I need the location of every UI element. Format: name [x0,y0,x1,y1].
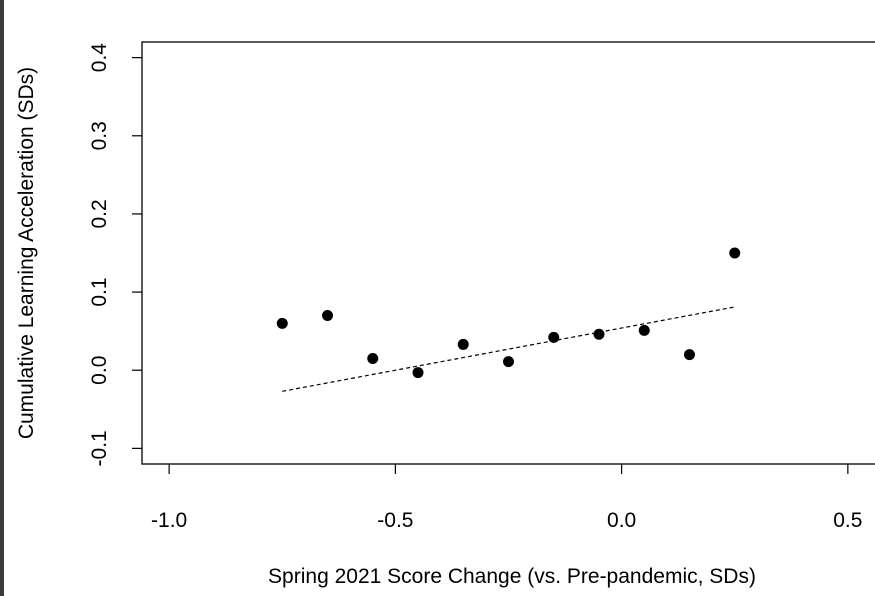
y-tick-label: 0.4 [88,43,111,73]
plot-area-frame [141,41,875,465]
y-tick-label: 0.0 [88,356,111,385]
trend-line [282,306,735,392]
y-tick-label: 0.1 [88,277,111,306]
data-points [276,247,741,379]
data-point [322,310,334,322]
x-axis-label: Spring 2021 Score Change (vs. Pre-pandem… [268,565,756,588]
data-point [367,353,379,364]
x-tick-label: 0.0 [607,509,636,532]
y-axis: -0.1 0.0 0.1 0.2 0.3 0.4 [88,43,142,466]
data-point [638,324,650,336]
x-axis: -1.0 -0.5 0.0 0.5 [151,464,862,532]
data-point [729,247,741,259]
y-tick-label: 0.2 [88,199,111,228]
data-point [548,331,560,343]
y-tick-label: 0.3 [88,121,111,150]
data-point [412,367,424,379]
x-tick-label: 0.5 [833,509,862,532]
x-tick-label: -0.5 [377,509,413,532]
data-point [276,317,288,329]
x-tick-label: -1.0 [151,509,187,532]
data-point [457,338,469,350]
window-edge [0,0,4,596]
y-tick-label: -0.1 [88,430,111,466]
data-point [683,349,695,361]
y-axis-label: Cumulative Learning Acceleration (SDs) [15,67,38,439]
data-point [593,328,605,340]
data-point [503,356,514,368]
